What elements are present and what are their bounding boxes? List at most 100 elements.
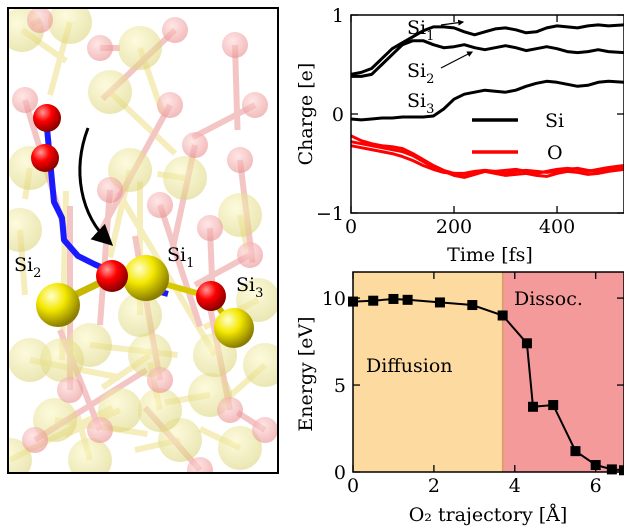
charge-series-si-0 <box>350 23 624 76</box>
bg-si-atom <box>163 156 207 200</box>
energy-point <box>527 401 538 412</box>
bg-bond <box>157 204 203 328</box>
legend-label-si: Si <box>545 110 564 132</box>
charge-plot-area <box>351 15 624 213</box>
legend-label-o: O <box>547 142 563 164</box>
render-frame <box>7 7 279 474</box>
bg-o-atom <box>182 132 208 158</box>
energy-point <box>368 295 379 306</box>
bg-o-atom <box>97 177 123 203</box>
energy-x-tick-label: 2 <box>428 475 440 497</box>
region-dissociation <box>502 272 624 472</box>
energy-point <box>606 464 617 475</box>
charge-series-si-1 <box>351 39 624 78</box>
annotation-si3: Si3 <box>407 90 434 117</box>
bg-o-atom <box>87 417 113 443</box>
energy-plot-frame <box>352 271 624 473</box>
label-si2: Si2 <box>14 254 41 281</box>
charge-x-tick-label: 0 <box>345 216 357 238</box>
energy-y-axis-label: Energy [eV] <box>295 316 317 431</box>
energy-point <box>402 294 413 305</box>
bg-si-atom <box>40 338 84 382</box>
charge-y-tick-label: 1 <box>332 5 344 27</box>
charge-chart: 0 200 400−101 Si1 Si2 Si3 Si O Charge [e] … <box>295 5 624 266</box>
bg-si-atom <box>236 278 278 322</box>
energy-point <box>619 465 624 476</box>
bg-o-atom <box>27 8 53 33</box>
charge-y-tick-label: 0 <box>332 104 344 126</box>
bg-si-atom <box>243 343 278 387</box>
annotation-si1: Si1 <box>407 17 434 44</box>
annotation-si2: Si2 <box>407 60 434 87</box>
background-atoms <box>8 8 278 473</box>
bg-si-atom <box>128 333 172 377</box>
render-background <box>8 8 278 473</box>
annotation-si2-arrow <box>440 51 474 69</box>
bg-si-atom <box>8 208 42 252</box>
charge-x-tick-label: 400 <box>539 216 575 238</box>
annotation-si1-arrow <box>440 19 465 26</box>
bg-o-atom <box>147 367 173 393</box>
bg-bond <box>232 44 241 131</box>
charge-x-tick-label: 200 <box>436 216 472 238</box>
bg-si-atom <box>88 70 132 114</box>
bg-o-atom <box>227 147 253 173</box>
bg-si-atom <box>118 26 162 70</box>
bg-o-atom <box>57 377 83 403</box>
bg-si-atom <box>218 426 262 470</box>
label-si3: Si3 <box>236 274 263 301</box>
bg-o-atom <box>22 427 48 453</box>
energy-chart: 0 2 4 6 0 5 10 Diffusion Dissoc. Energy [eV] O… <box>295 271 624 526</box>
energy-x-axis-label: O₂ trajectory [Å] <box>409 504 568 526</box>
bg-bond <box>59 190 69 361</box>
bg-o-atom <box>187 457 213 473</box>
energy-point <box>497 310 508 321</box>
energy-x-tick-label: 6 <box>590 475 602 497</box>
si3-atom <box>214 308 254 348</box>
o-atom-right <box>196 281 226 311</box>
energy-point <box>467 300 478 311</box>
bg-o-atom <box>252 417 278 443</box>
bg-si-atom <box>8 338 52 382</box>
bg-o-atom <box>237 242 263 268</box>
bg-si-atom <box>48 8 92 44</box>
bg-si-atom <box>68 438 112 473</box>
label-si1: Si1 <box>167 244 194 271</box>
diffusion-arrow <box>78 127 114 246</box>
si1-atom <box>123 255 169 301</box>
bg-o-atom <box>197 215 223 241</box>
energy-point <box>434 297 445 308</box>
bg-o-atom <box>157 92 183 118</box>
bg-bond <box>97 189 113 326</box>
si2-atom <box>36 283 80 327</box>
bg-si-atom <box>218 193 262 237</box>
energy-y-tick-label: 10 <box>322 288 346 310</box>
energy-x-tick-label: 0 <box>347 475 359 497</box>
energy-point <box>548 400 559 411</box>
bg-o-atom <box>87 35 113 61</box>
energy-point <box>521 338 532 349</box>
bg-o-atom <box>12 87 38 113</box>
o2-atom-lower <box>31 144 59 172</box>
bg-o-atom <box>217 397 243 423</box>
energy-y-tick-label: 0 <box>334 462 346 484</box>
energy-point <box>570 446 581 457</box>
region-label-diffusion: Diffusion <box>366 355 453 377</box>
bg-o-atom <box>242 92 268 118</box>
structure-render: Si2 Si1 Si3 <box>7 7 279 474</box>
charge-series-si-2 <box>350 79 624 122</box>
charge-legend: Si O <box>472 110 564 164</box>
bg-o-atom <box>162 17 188 43</box>
region-label-dissoc: Dissoc. <box>514 288 583 310</box>
bg-si-atom <box>138 388 182 432</box>
o-atom-bridge <box>96 260 128 292</box>
energy-y-tick-label: 5 <box>334 375 346 397</box>
bg-o-atom <box>222 32 248 58</box>
energy-x-tick-label: 4 <box>509 475 521 497</box>
charge-series-o-5 <box>350 144 624 175</box>
charge-y-tick-label: −1 <box>316 203 344 225</box>
charge-annotations: Si1 Si2 Si3 <box>407 17 474 117</box>
charge-x-axis-label: Time [fs] <box>447 244 533 266</box>
o2-atom-upper <box>33 104 61 132</box>
